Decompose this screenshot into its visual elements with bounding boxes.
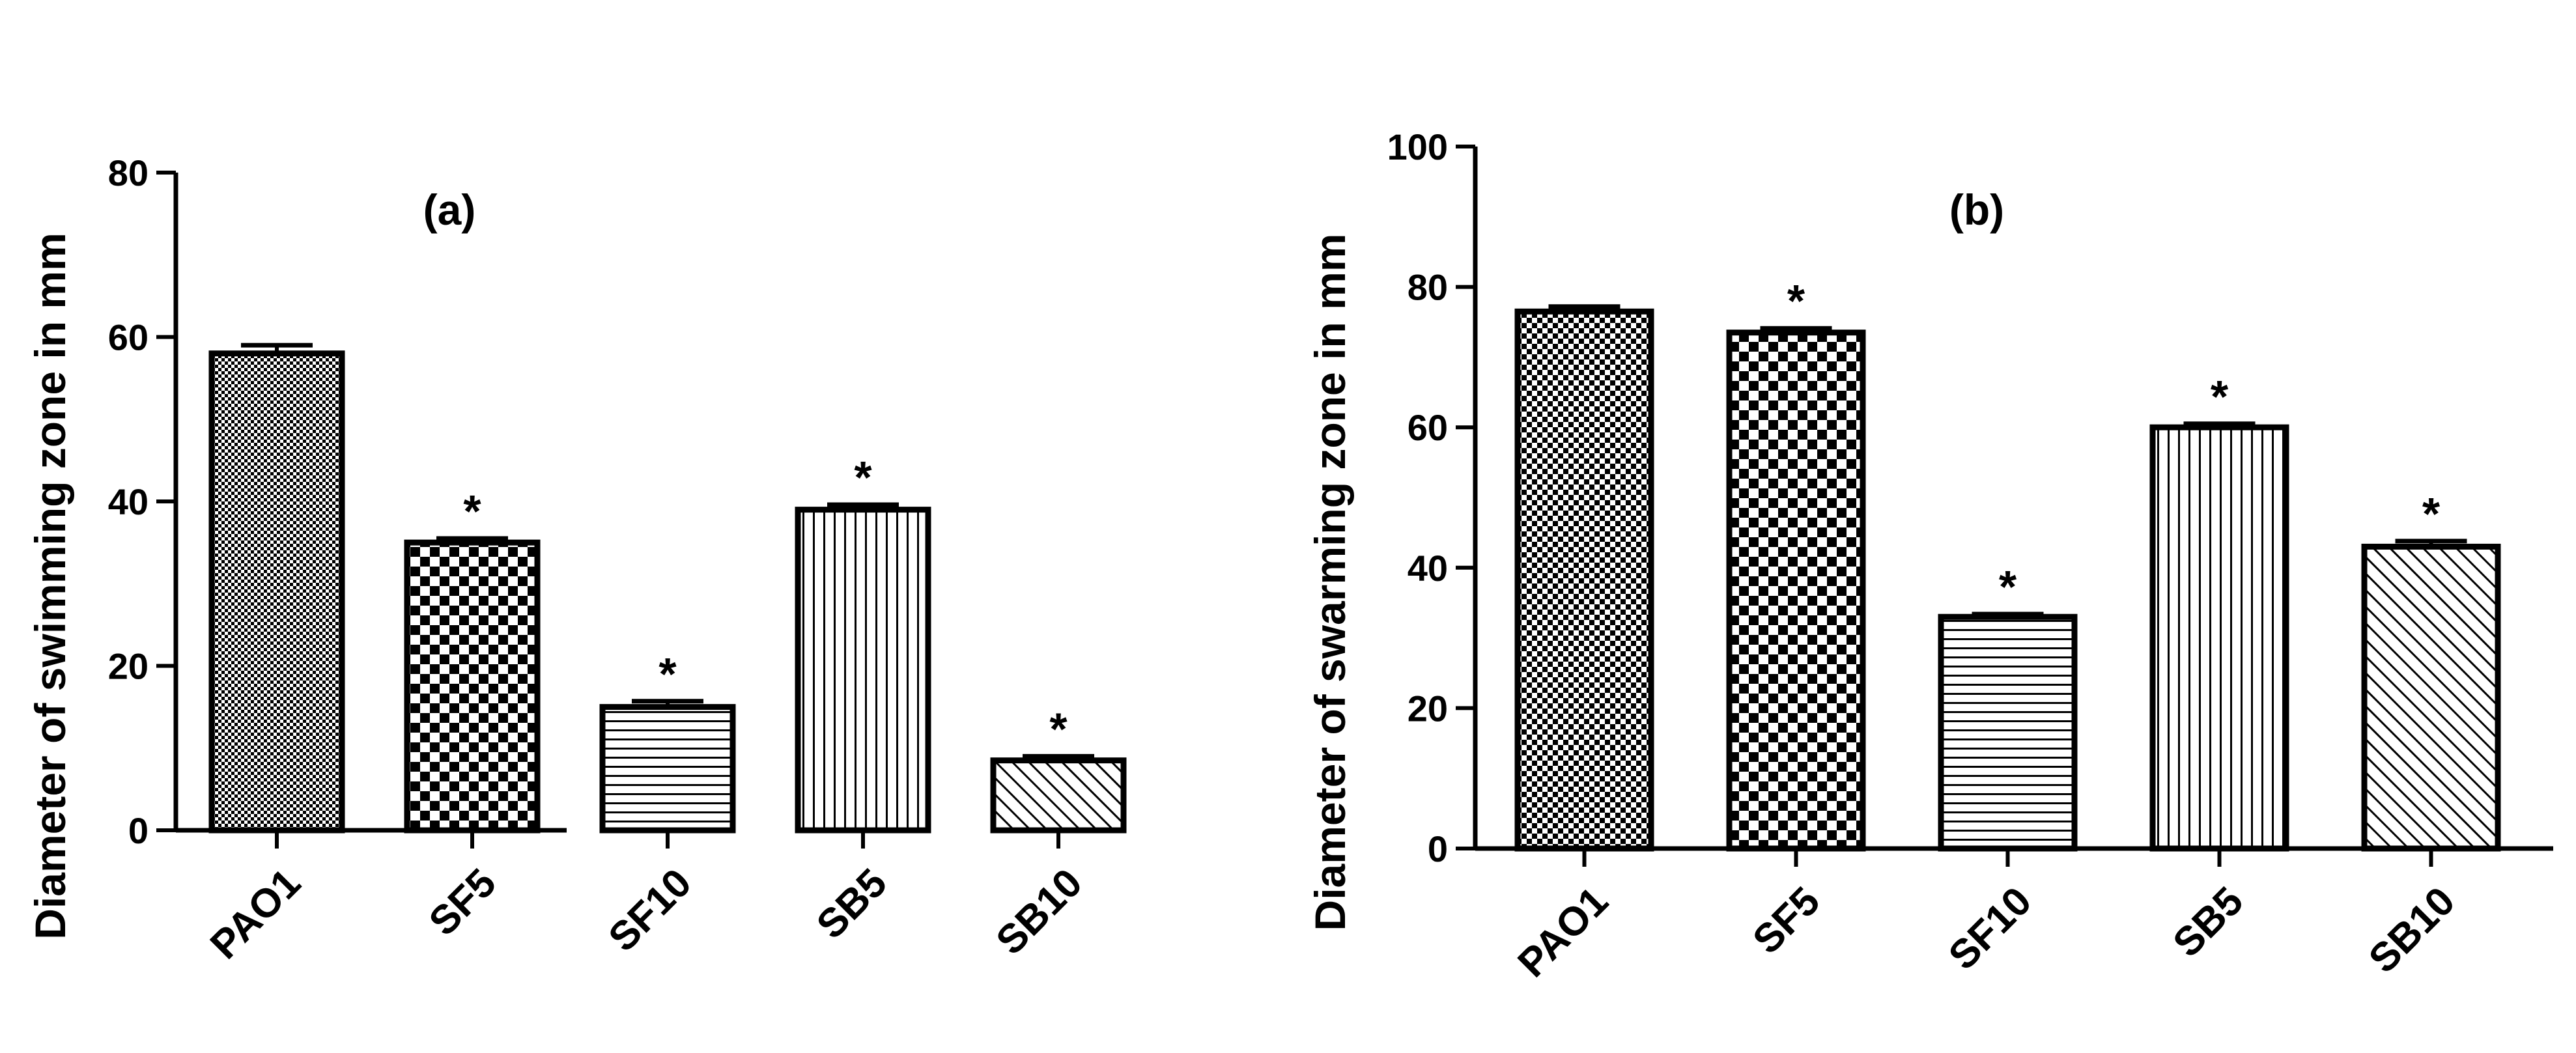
bar-pao1	[208, 350, 345, 834]
bar-pao1	[1514, 308, 1654, 852]
y-tick-label: 0	[1428, 828, 1448, 869]
y-tick-label: 100	[1387, 126, 1448, 167]
bar-sb5	[795, 507, 931, 834]
bar-sb5	[2149, 424, 2289, 852]
y-tick-label: 20	[108, 646, 149, 687]
bar-sf10	[599, 704, 736, 834]
category-label: SB5	[808, 860, 896, 948]
y-axis-title: Diameter of swimming zone in mm	[26, 232, 74, 940]
category-label: PAO1	[1509, 878, 1617, 986]
category-label: SF10	[1940, 878, 2041, 979]
y-axis-title: Diameter of swarming zone in mm	[1306, 234, 1354, 931]
y-tick-label: 60	[108, 317, 149, 358]
significance-star: *	[1999, 561, 2017, 612]
significance-star: *	[854, 452, 872, 503]
bar-sf5	[404, 539, 541, 834]
y-tick-label: 40	[1408, 548, 1448, 589]
significance-star: *	[658, 649, 677, 699]
bar-sb10	[2361, 543, 2501, 852]
category-label: SB5	[2164, 878, 2252, 966]
panel-label: (a)	[423, 186, 476, 234]
category-label: SB10	[2360, 878, 2463, 981]
category-label: SF10	[600, 860, 700, 961]
bar-sf10	[1938, 613, 2078, 852]
y-tick-label: 20	[1408, 688, 1448, 729]
category-label: PAO1	[202, 860, 309, 968]
y-tick-label: 60	[1408, 407, 1448, 448]
y-tick-label: 40	[108, 481, 149, 522]
y-tick-label: 0	[128, 810, 149, 851]
panel-label: (b)	[1949, 186, 2004, 234]
significance-star: *	[463, 486, 481, 537]
category-label: SF5	[421, 860, 505, 944]
significance-star: *	[1787, 275, 1805, 326]
significance-star: *	[2211, 371, 2229, 422]
y-tick-label: 80	[1408, 267, 1448, 308]
significance-star: *	[2422, 488, 2441, 539]
bar-sf5	[1726, 330, 1866, 852]
bar-sb10	[990, 757, 1127, 834]
y-tick-label: 80	[108, 152, 149, 193]
chart-panel-a: PAO1 * SF5 * SF10 * SB5 * SB10 0 20 40 60 80 Diameter …	[26, 152, 1127, 968]
category-label: SB10	[987, 860, 1090, 963]
significance-star: *	[1049, 703, 1068, 754]
chart-panel-b: PAO1 * SF5 * SF10 * SB5 * SB10 0 20 40 60 80 100 Diamet…	[1306, 126, 2553, 986]
category-label: SF5	[1744, 878, 1828, 962]
